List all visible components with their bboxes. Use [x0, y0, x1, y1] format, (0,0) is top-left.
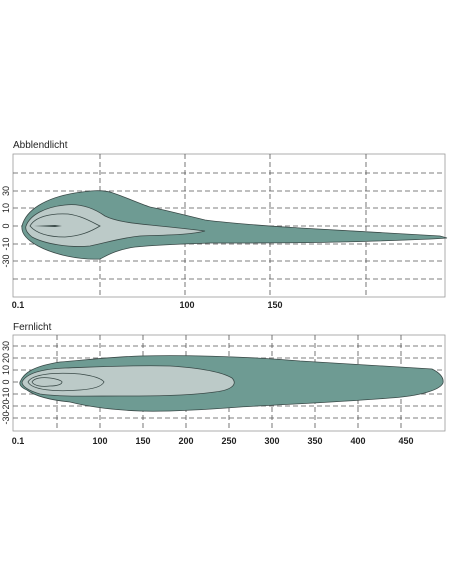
abblendlicht-y-tick-1: 10 — [1, 203, 11, 213]
abblendlicht-y-tick-0: 30 — [1, 186, 11, 196]
fernlicht-x-tick-1: 100 — [92, 436, 107, 446]
chart-title-fernlicht: Fernlicht — [13, 322, 52, 333]
fernlicht-inner-area — [21, 365, 235, 397]
fernlicht-core-contour — [31, 377, 63, 387]
fernlicht-y-tick-0: 30 — [1, 341, 11, 351]
fernlicht-x-tick-3: 200 — [178, 436, 193, 446]
abblendlicht-y-axis: 30 10 0 -10 -30 — [1, 186, 11, 268]
abblendlicht-x-axis: 0.1 100 150 — [12, 300, 283, 310]
fernlicht-x-tick-8: 450 — [398, 436, 413, 446]
fernlicht-x-axis: 0.1 100 150 200 250 300 350 400 450 — [12, 436, 414, 446]
fernlicht-mid-contour — [27, 372, 105, 392]
fernlicht-y-tick-3: 0 — [1, 379, 11, 384]
abblendlicht-y-tick-3: -10 — [1, 237, 11, 250]
chart-title-abblendlicht: Abblendlicht — [13, 140, 68, 151]
abblendlicht-x-tick-1: 100 — [179, 300, 194, 310]
fernlicht-y-tick-5: -20 — [1, 399, 11, 412]
fernlicht-y-tick-1: 20 — [1, 353, 11, 363]
abblendlicht-y-tick-4: -30 — [1, 254, 11, 267]
abblendlicht-hotspot — [34, 225, 62, 227]
fernlicht-x-tick-0: 0.1 — [12, 436, 25, 446]
abblendlicht-outer-area — [21, 190, 448, 260]
fernlicht-x-tick-2: 150 — [135, 436, 150, 446]
abblendlicht-x-tick-2: 150 — [267, 300, 282, 310]
fernlicht-y-tick-6: -30 — [1, 411, 11, 424]
abblendlicht-x-tick-0: 0.1 — [12, 300, 25, 310]
fernlicht-x-tick-6: 350 — [307, 436, 322, 446]
fernlicht-y-tick-2: 10 — [1, 365, 11, 375]
fernlicht-x-tick-5: 300 — [264, 436, 279, 446]
abblendlicht-core-contour — [29, 213, 101, 238]
fernlicht-x-tick-4: 250 — [221, 436, 236, 446]
abblendlicht-inner-area — [25, 204, 206, 247]
fernlicht-y-axis: 30 20 10 0 -10-20-30 — [1, 341, 11, 425]
abblendlicht-y-tick-2: 0 — [1, 223, 11, 228]
fernlicht-y-tick-4: -10 — [1, 387, 11, 400]
fernlicht-x-tick-7: 400 — [350, 436, 365, 446]
